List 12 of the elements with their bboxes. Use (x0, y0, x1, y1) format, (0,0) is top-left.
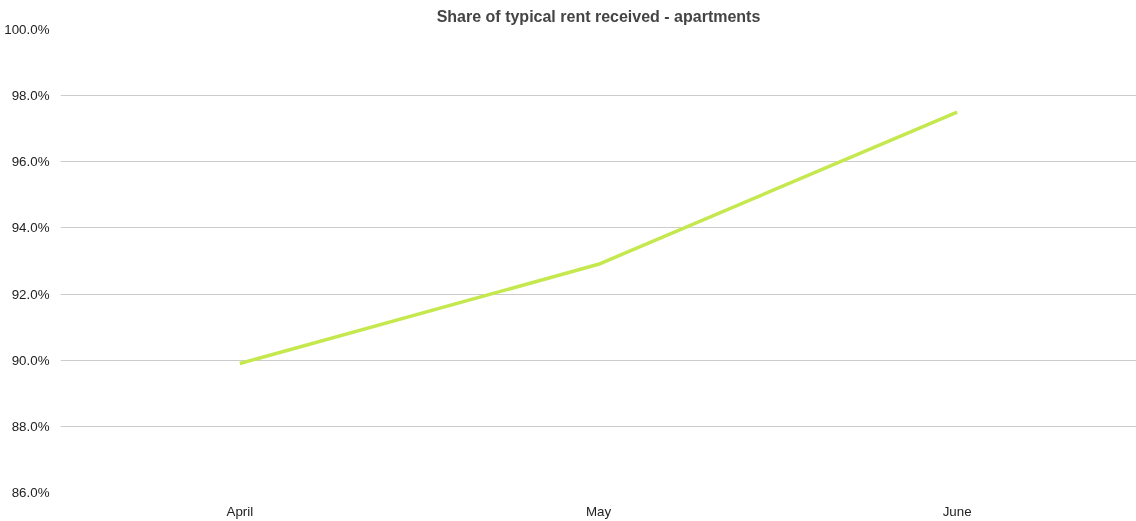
y-tick-label: 96.0% (11, 154, 50, 170)
chart-title: Share of typical rent received - apartments (436, 7, 761, 25)
y-tick-label: 98.0% (11, 88, 50, 104)
x-tick-label: May (585, 503, 612, 519)
x-tick-label: April (226, 503, 254, 519)
y-tick-label: 86.0% (11, 485, 50, 500)
y-tick-label: 90.0% (11, 352, 50, 368)
y-tick-label: 94.0% (11, 220, 50, 236)
y-tick-label: 100.0% (4, 22, 50, 37)
y-tick-label: 92.0% (11, 286, 50, 302)
x-tick-label: June (942, 503, 972, 519)
y-tick-label: 88.0% (11, 418, 50, 434)
